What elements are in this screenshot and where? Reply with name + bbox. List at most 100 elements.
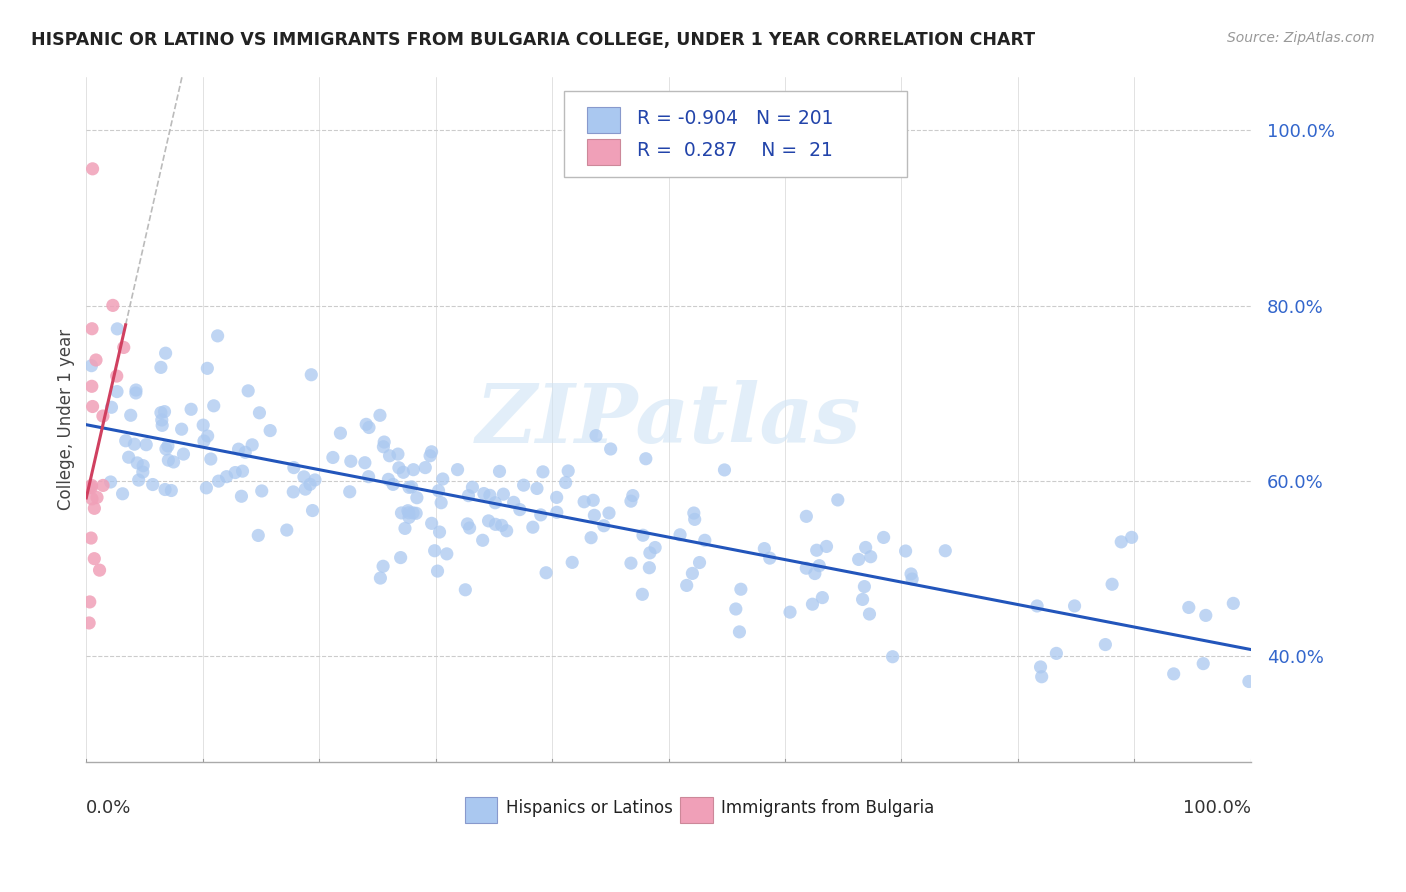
- Point: [1026, 599, 1049, 613]
- Point: [371, 559, 394, 574]
- Point: [299, 477, 322, 491]
- Point: [405, 506, 427, 520]
- Point: [354, 417, 377, 432]
- Point: [250, 483, 273, 498]
- Point: [125, 386, 148, 401]
- Point: [155, 442, 177, 456]
- Text: Hispanics or Latinos: Hispanics or Latinos: [506, 798, 672, 816]
- Point: [848, 552, 870, 566]
- Point: [1109, 535, 1132, 549]
- Point: [779, 605, 801, 619]
- Point: [1029, 660, 1052, 674]
- Point: [681, 566, 703, 581]
- Point: [340, 454, 363, 468]
- Point: [398, 510, 420, 524]
- Text: R = -0.904   N = 201: R = -0.904 N = 201: [637, 109, 834, 128]
- Point: [377, 472, 399, 486]
- Point: [180, 402, 202, 417]
- Text: R =  0.287    N =  21: R = 0.287 N = 21: [637, 141, 832, 161]
- Point: [478, 488, 501, 502]
- Point: [815, 540, 838, 554]
- Point: [456, 516, 478, 531]
- Point: [105, 369, 128, 384]
- Point: [83, 501, 105, 516]
- Point: [80, 481, 103, 495]
- Point: [84, 353, 107, 368]
- Point: [472, 486, 495, 500]
- Point: [894, 544, 917, 558]
- Point: [86, 491, 108, 505]
- Point: [491, 518, 513, 533]
- Point: [118, 450, 141, 465]
- Point: [1195, 608, 1218, 623]
- Point: [79, 595, 101, 609]
- Point: [283, 460, 305, 475]
- Point: [294, 482, 316, 496]
- Point: [430, 496, 453, 510]
- Point: [370, 571, 392, 585]
- FancyBboxPatch shape: [588, 139, 620, 165]
- Point: [149, 360, 172, 375]
- Point: [238, 384, 260, 398]
- Text: HISPANIC OR LATINO VS IMMIGRANTS FROM BULGARIA COLLEGE, UNDER 1 YEAR CORRELATION: HISPANIC OR LATINO VS IMMIGRANTS FROM BU…: [31, 31, 1035, 49]
- Point: [125, 383, 148, 397]
- Point: [631, 587, 654, 601]
- Point: [1163, 666, 1185, 681]
- Point: [530, 508, 553, 522]
- Point: [127, 456, 149, 470]
- Point: [195, 481, 218, 495]
- Point: [620, 494, 643, 508]
- Point: [454, 582, 477, 597]
- Point: [754, 541, 776, 556]
- Point: [354, 456, 377, 470]
- Point: [502, 495, 524, 509]
- Point: [228, 442, 250, 457]
- Point: [398, 480, 420, 494]
- Point: [446, 462, 468, 476]
- Point: [804, 566, 827, 581]
- Point: [484, 517, 506, 532]
- Point: [114, 434, 136, 448]
- Point: [1063, 599, 1085, 613]
- Point: [631, 528, 654, 542]
- Point: [458, 521, 481, 535]
- FancyBboxPatch shape: [564, 91, 907, 177]
- Point: [357, 420, 380, 434]
- Point: [554, 475, 576, 490]
- Point: [398, 506, 420, 520]
- Point: [207, 329, 229, 343]
- Point: [1031, 670, 1053, 684]
- Point: [806, 543, 828, 558]
- Point: [153, 404, 176, 418]
- Point: [683, 512, 706, 526]
- Point: [132, 458, 155, 473]
- Point: [758, 551, 780, 566]
- Point: [406, 491, 429, 505]
- Point: [124, 437, 146, 451]
- Point: [259, 424, 281, 438]
- Text: 100.0%: 100.0%: [1182, 799, 1251, 817]
- Point: [132, 465, 155, 479]
- Point: [682, 506, 704, 520]
- Point: [240, 438, 263, 452]
- Point: [457, 489, 479, 503]
- Point: [1222, 596, 1244, 610]
- Point: [80, 379, 103, 393]
- Point: [389, 550, 412, 565]
- Point: [599, 442, 621, 456]
- Point: [80, 322, 103, 336]
- Point: [155, 346, 177, 360]
- Point: [247, 528, 270, 542]
- Point: [546, 491, 568, 505]
- Point: [162, 455, 184, 469]
- Point: [292, 470, 315, 484]
- Point: [557, 464, 579, 478]
- Point: [492, 487, 515, 501]
- Point: [170, 422, 193, 436]
- Point: [582, 493, 605, 508]
- Point: [419, 449, 441, 463]
- Point: [427, 483, 450, 498]
- Point: [900, 566, 922, 581]
- Point: [249, 406, 271, 420]
- Point: [728, 624, 751, 639]
